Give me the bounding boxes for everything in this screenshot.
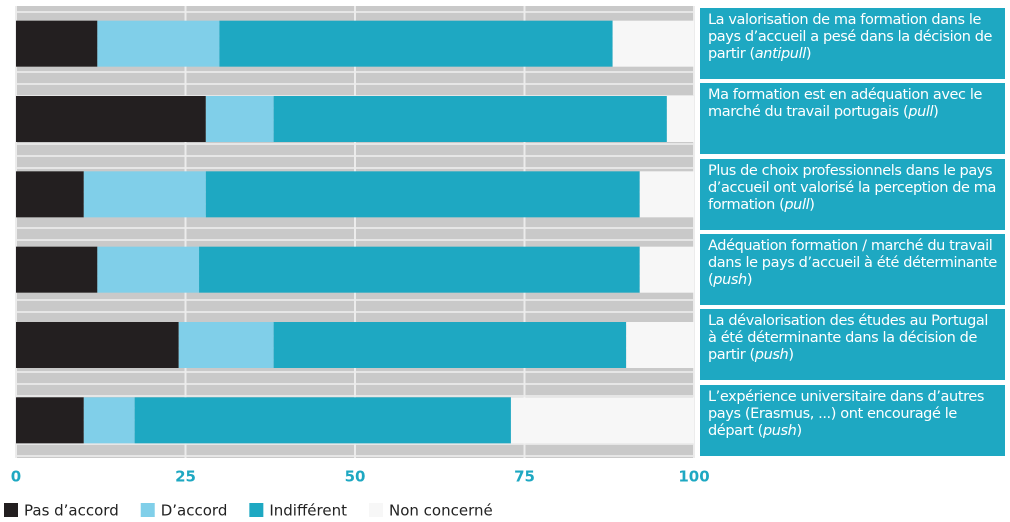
label-part: pull [784, 196, 810, 213]
label-part: La dévalorisation des études au Portugal… [708, 313, 988, 364]
category-label: La dévalorisation des études au Portugal… [700, 309, 1005, 381]
label-part: pull [908, 104, 934, 121]
category-label: Ma formation est en adéquation avec le m… [700, 83, 1005, 155]
label-part: La valorisation de ma formation dans le … [708, 12, 993, 62]
legend-swatch [140, 503, 155, 517]
category-label: Plus de choix professionnels dans le pay… [700, 158, 1005, 230]
bar-segment [16, 20, 98, 67]
bar-segment [205, 96, 274, 142]
bar-segment [273, 322, 627, 368]
label-part: L’expérience universitaire dans d’autres… [708, 388, 985, 439]
bar-segment [97, 20, 220, 67]
x-tick-label: 100 [678, 468, 709, 486]
legend-swatch [368, 503, 383, 517]
bar-segment [219, 20, 613, 67]
bar-segment [178, 322, 274, 368]
legend-swatch [249, 503, 264, 517]
bar-segment [612, 20, 694, 67]
label-part: antipull [754, 46, 806, 62]
bar-segment [134, 397, 511, 444]
label-part: ) [805, 46, 812, 62]
legend-label: D’accord [161, 502, 228, 520]
label-part: Plus de choix professionnels dans le pay… [708, 162, 996, 213]
x-tick-label: 75 [514, 468, 535, 486]
label-part: push [713, 272, 747, 288]
bar-segment [205, 171, 640, 218]
bar-segment [510, 397, 694, 444]
label-part: ) [933, 104, 939, 121]
legend-label: Pas d’accord [24, 502, 119, 520]
bar-segment [16, 397, 84, 444]
label-part: push [754, 347, 789, 364]
bar-segment [16, 246, 98, 293]
x-tick-label: 0 [11, 468, 21, 486]
label-part: ) [796, 422, 802, 439]
legend-label: Indifférent [269, 502, 347, 520]
bar-segment [97, 246, 200, 293]
label-part: ) [809, 196, 815, 213]
bar-segment [16, 96, 206, 142]
label-part: ) [746, 272, 753, 288]
bar-segment [639, 171, 694, 218]
label-part: ) [788, 347, 794, 364]
bar-segment [666, 96, 694, 142]
category-label: La valorisation de ma formation dans le … [700, 8, 1005, 79]
bar-segment [273, 96, 667, 142]
x-tick-label: 25 [175, 468, 196, 486]
category-label: Adéquation formation / marché du travail… [700, 234, 1005, 305]
bar-segment [639, 246, 694, 293]
label-part: Adéquation formation / marché du travail… [708, 238, 997, 288]
bar-segment [199, 246, 640, 293]
bar-segment [16, 171, 84, 218]
legend-swatch [4, 503, 18, 517]
bar-segment [626, 322, 694, 368]
bar-segment [16, 322, 179, 368]
bar-segment [83, 171, 206, 218]
x-tick-label: 50 [345, 468, 366, 486]
label-part: push [762, 422, 797, 439]
label-part: Ma formation est en adéquation avec le m… [708, 87, 982, 121]
legend-label: Non concerné [389, 502, 493, 520]
category-label: L’expérience universitaire dans d’autres… [700, 384, 1005, 456]
bar-segment [83, 397, 135, 444]
